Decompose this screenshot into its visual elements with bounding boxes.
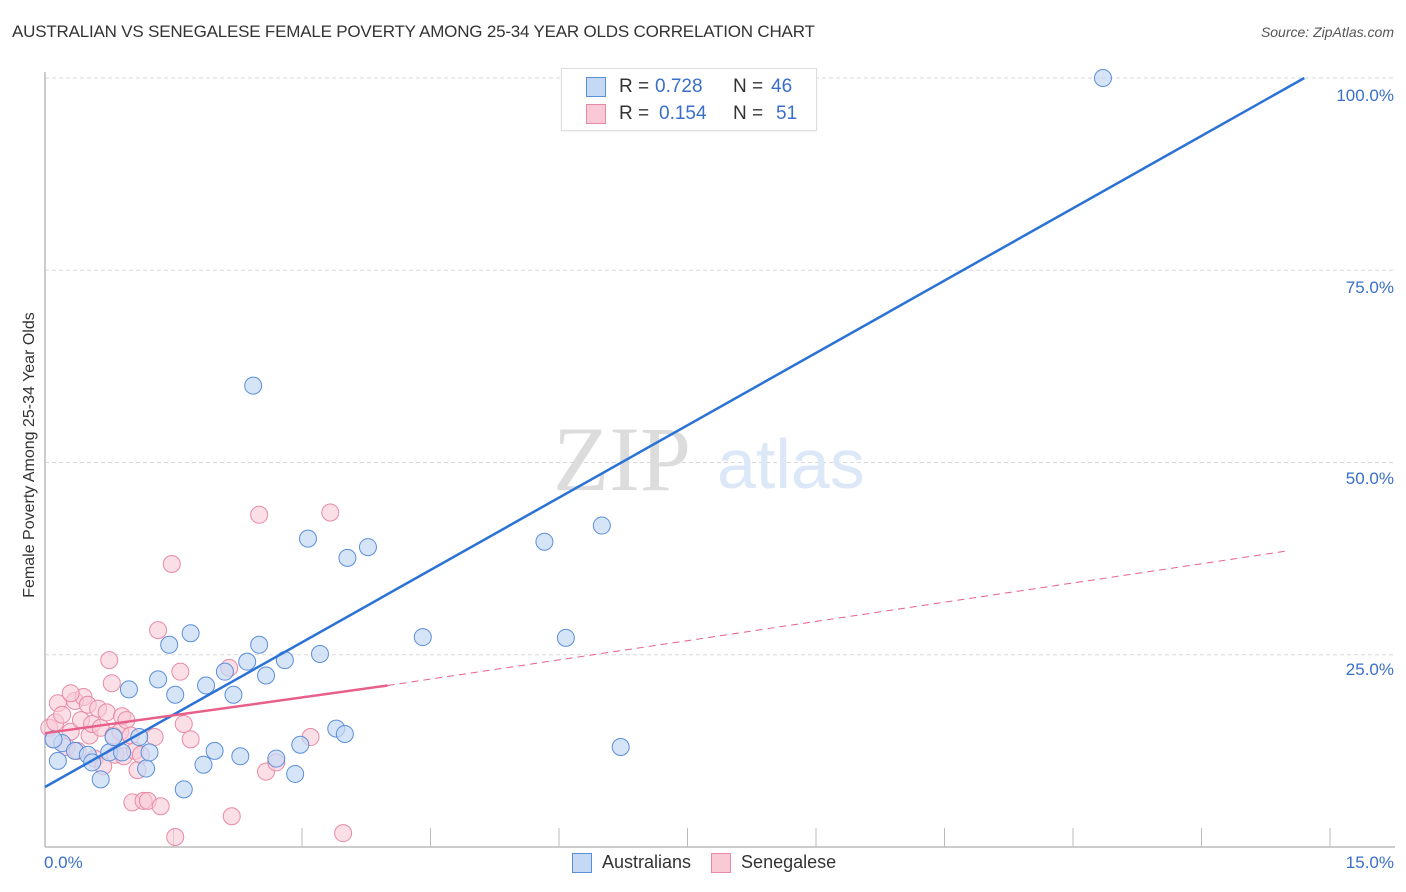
senegalese-trendline-extension: [387, 550, 1288, 687]
senegalese-point: [174, 714, 193, 733]
australians-point: [556, 628, 575, 647]
australians-point: [310, 644, 329, 663]
gridlines: [45, 77, 1395, 656]
senegalese-point: [151, 797, 170, 816]
senegalese-points: [40, 503, 353, 847]
australians-point: [48, 751, 67, 770]
australians-point: [149, 670, 168, 689]
senegalese-point: [334, 824, 353, 843]
australians-point: [535, 532, 554, 551]
trendlines: [44, 76, 1305, 789]
australians-point: [238, 652, 257, 671]
australians-point: [286, 764, 305, 783]
australians-point: [91, 770, 110, 789]
australians-point: [205, 741, 224, 760]
legend-row-australians: R = 0.728 N = 46: [586, 75, 792, 99]
senegalese-point: [97, 703, 116, 722]
r-value: 0.728: [655, 76, 703, 97]
australians-point: [174, 780, 193, 799]
australians-point: [140, 743, 159, 762]
source-label: Source: ZipAtlas.com: [1260, 24, 1394, 40]
x-tick-0: 0.0%: [44, 853, 83, 872]
series-legend: Australians Senegalese: [572, 852, 856, 873]
zipatlas-watermark: ZIP atlas: [553, 408, 865, 510]
legend-label: Australians: [602, 852, 692, 872]
australians-point: [104, 728, 123, 747]
australians-point: [215, 662, 234, 681]
senegalese-point: [222, 807, 241, 826]
senegalese-point: [321, 503, 340, 522]
senegalese-point: [166, 828, 185, 847]
australians-points: [44, 69, 1112, 799]
australians-point: [592, 516, 611, 535]
australians-trendline: [44, 76, 1305, 789]
legend-label: Senegalese: [741, 852, 837, 872]
y-tick-75: 75.0%: [1345, 278, 1394, 297]
australians-swatch-icon: [572, 852, 592, 873]
x-tick-15: 15.0%: [1345, 853, 1394, 872]
senegalese-point: [53, 705, 72, 724]
australians-point: [160, 635, 179, 654]
senegalese-point: [149, 621, 168, 640]
australians-point: [335, 724, 354, 743]
n-label: N =: [733, 76, 764, 97]
senegalese-point: [102, 674, 121, 693]
n-value: 46: [771, 76, 793, 97]
australians-point: [298, 529, 317, 548]
senegalese-swatch-icon: [711, 852, 732, 873]
senegalese-point: [181, 730, 200, 749]
y-axis-label: Female Poverty Among 25-34 Year Olds: [21, 312, 38, 598]
australians-point: [181, 624, 200, 643]
legend-item-australians[interactable]: Australians: [572, 852, 691, 873]
senegalese-point: [250, 505, 269, 524]
australians-point: [413, 628, 432, 647]
australians-point: [137, 759, 156, 778]
australians-point: [291, 735, 310, 754]
australians-point: [267, 749, 286, 768]
legend-row-senegalese: R = 0.154 N = 51: [586, 102, 797, 126]
australians-point: [358, 538, 377, 557]
senegalese-point: [171, 662, 190, 681]
australians-point: [338, 548, 357, 567]
legend-item-senegalese[interactable]: Senegalese: [711, 852, 836, 873]
senegalese-trendline: [44, 684, 388, 735]
senegalese-swatch-icon: [586, 104, 606, 124]
senegalese-point: [61, 684, 80, 703]
r-label: R =: [619, 76, 650, 97]
r-label: R =: [619, 103, 650, 124]
correlation-legend: R = 0.728 N = 46 R = 0.154 N = 51: [561, 68, 817, 131]
watermark-zip: ZIP: [553, 408, 691, 510]
senegalese-point: [162, 555, 181, 574]
n-value: 51: [776, 103, 798, 124]
australians-point: [197, 676, 216, 695]
australians-point: [194, 755, 213, 774]
australians-point: [250, 635, 269, 654]
australians-point: [224, 685, 243, 704]
australians-point: [231, 747, 250, 766]
australians-point: [1093, 69, 1112, 87]
australians-swatch-icon: [586, 77, 606, 97]
y-tick-50: 50.0%: [1345, 469, 1394, 488]
australians-point: [166, 685, 185, 704]
senegalese-point: [100, 651, 119, 670]
r-value: 0.154: [659, 103, 707, 124]
y-tick-100: 100.0%: [1336, 86, 1394, 105]
australians-point: [244, 376, 263, 395]
y-tick-25: 25.0%: [1345, 660, 1394, 679]
australians-point: [611, 738, 630, 757]
senegalese-point: [145, 728, 164, 747]
watermark-atlas: atlas: [717, 425, 865, 503]
chart-title: AUSTRALIAN VS SENEGALESE FEMALE POVERTY …: [12, 22, 815, 41]
australians-point: [119, 680, 138, 699]
australians-point: [257, 666, 276, 685]
axes: [44, 72, 1395, 848]
n-label: N =: [733, 103, 764, 124]
